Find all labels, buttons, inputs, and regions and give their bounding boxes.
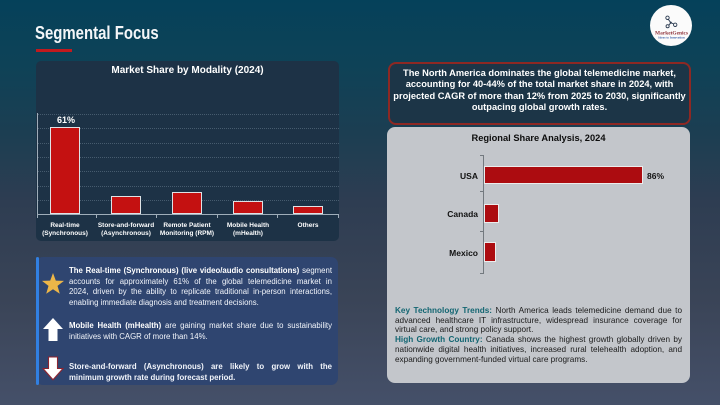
svg-text:Ideas to Innovation: Ideas to Innovation	[658, 36, 685, 40]
svg-text:MarketGenics: MarketGenics	[655, 30, 688, 36]
